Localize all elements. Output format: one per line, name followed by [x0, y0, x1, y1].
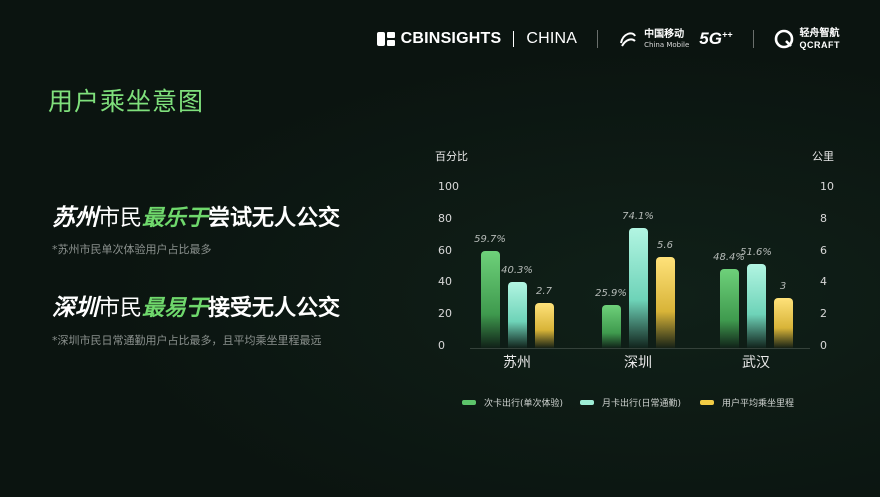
- y2-axis-title: 公里: [812, 150, 834, 163]
- logo-divider: [597, 30, 599, 48]
- statement-rest: 尝试无人公交: [208, 206, 341, 231]
- legend-swatch: [580, 400, 594, 405]
- statement-mid: 市民: [98, 206, 143, 231]
- y-tick-label: 60: [438, 243, 452, 257]
- bar-1: [719, 269, 739, 348]
- statement-shenzhen: 深圳市民最易于接受无人公交: [52, 288, 340, 322]
- qcraft-en: QCRAFT: [799, 39, 840, 50]
- y-tick-label: 0: [438, 339, 445, 352]
- x-axis-line: [470, 348, 810, 349]
- cb-insights-logo: CBINSIGHTS CHINA: [376, 30, 578, 48]
- china-mobile-cn: 中国移动: [644, 28, 685, 40]
- statement-verb: 最易于: [142, 296, 209, 321]
- china-mobile-en: China Mobile: [644, 40, 690, 49]
- cb-divider: [513, 31, 515, 47]
- china-mobile-logo: 中国移动 China Mobile 5G++: [618, 28, 733, 49]
- logo-divider-2: [752, 30, 754, 48]
- legend-label: 月卡出行(日常通勤): [602, 399, 682, 409]
- bar-chart: 百分比 公里 0 20 40 60 80 100 0 2 4 6 8 10 苏州 59.7% 40.3% 2.…: [420, 140, 850, 430]
- y-tick-label: 40: [438, 275, 452, 289]
- qcraft-icon: [774, 29, 793, 49]
- header-logos: CBINSIGHTS CHINA 中国移动 China Mobile 5G++ …: [376, 24, 841, 54]
- china-mobile-icon: [620, 32, 637, 47]
- data-label: 59.7%: [474, 234, 506, 246]
- legend-item: 月卡出行(日常通勤): [580, 396, 681, 409]
- y2-tick-label: 6: [820, 243, 827, 257]
- statement-rest: 接受无人公交: [208, 296, 341, 321]
- page-title: 用户乘坐意图: [48, 87, 205, 116]
- y2-tick-label: 8: [820, 211, 827, 225]
- bar-1: [601, 304, 621, 348]
- legend-item: 用户平均乘坐里程: [700, 396, 794, 409]
- statement-verb: 最乐于: [142, 206, 209, 231]
- note-shenzhen: *深圳市民日常通勤用户占比最多，且平均乘坐里程最远: [52, 334, 322, 347]
- bar-2: [746, 263, 766, 348]
- y2-tick-label: 2: [820, 307, 827, 321]
- bar-3: [534, 303, 554, 348]
- data-label: 25.9%: [595, 287, 627, 299]
- qcraft-logo: 轻舟智航 QCRAFT: [774, 27, 841, 50]
- statement-suzhou: 苏州市民最乐于尝试无人公交: [52, 198, 340, 232]
- legend-item: 次卡出行(单次体验): [462, 396, 563, 409]
- note-suzhou: *苏州市民单次体验用户占比最多: [52, 243, 212, 256]
- y-tick-label: 80: [438, 211, 452, 225]
- bar-2: [507, 281, 527, 348]
- bar-3: [773, 298, 793, 348]
- statement-city: 苏州: [52, 205, 98, 231]
- statement-city: 深圳: [52, 295, 98, 321]
- x-tick-label: 苏州: [503, 355, 531, 371]
- qcraft-cn: 轻舟智航: [799, 27, 840, 39]
- statement-mid: 市民: [98, 296, 143, 321]
- legend-label: 用户平均乘坐里程: [722, 399, 795, 409]
- data-label: 40.3%: [501, 264, 533, 276]
- cb-region-text: CHINA: [526, 30, 578, 47]
- legend-label: 次卡出行(单次体验): [484, 399, 564, 409]
- y-tick-label: 100: [438, 180, 459, 193]
- data-label: 48.4%: [713, 252, 745, 264]
- cb-brand-text: CBINSIGHTS: [400, 30, 502, 47]
- x-tick-label: 武汉: [742, 355, 770, 371]
- bar-1: [480, 251, 500, 348]
- bar-2: [628, 228, 648, 348]
- bar-3: [655, 256, 675, 348]
- y-axis-title: 百分比: [435, 150, 468, 163]
- cb-mark-icon: [376, 32, 395, 46]
- y2-tick-label: 4: [820, 275, 827, 289]
- data-label: 51.6%: [740, 246, 772, 258]
- x-tick-label: 深圳: [624, 355, 652, 371]
- data-label: 5.6: [657, 239, 673, 251]
- data-label: 74.1%: [622, 211, 654, 223]
- y-tick-label: 20: [438, 307, 452, 321]
- legend-swatch: [700, 400, 714, 405]
- data-label: 3: [779, 281, 787, 293]
- data-label: 2.7: [536, 286, 552, 298]
- y2-tick-label: 0: [820, 339, 827, 352]
- 5g-mark: 5G++: [699, 29, 733, 48]
- y2-tick-label: 10: [820, 180, 834, 193]
- legend-swatch: [462, 400, 476, 405]
